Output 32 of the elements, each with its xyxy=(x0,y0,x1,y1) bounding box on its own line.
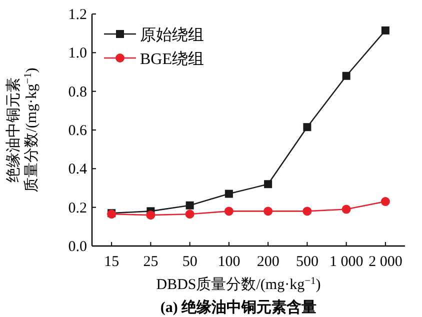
point xyxy=(264,206,273,216)
x-tick-label: 100 xyxy=(218,254,240,270)
x-tick-label: 500 xyxy=(296,254,318,270)
x-tick-label: 1 000 xyxy=(329,254,364,270)
point xyxy=(342,72,350,80)
legend-label: 原始绕组 xyxy=(140,26,204,44)
x-tick-label: 2 000 xyxy=(368,254,402,270)
point xyxy=(303,123,312,132)
x-tick-label: 50 xyxy=(182,254,198,270)
point xyxy=(224,190,233,198)
y-tick-label: 1.2 xyxy=(68,7,87,23)
y-tick-label: 0.0 xyxy=(68,239,87,255)
x-axis-title: DBDS质量分数/(mg·kg$^{−1}$) xyxy=(156,276,321,293)
point xyxy=(146,210,156,220)
point xyxy=(264,180,272,188)
y-tick-label: 1.0 xyxy=(68,46,87,62)
point xyxy=(302,206,312,216)
x-tick-label: 200 xyxy=(256,254,280,270)
point xyxy=(342,204,351,214)
legend-label: BGE绕组 xyxy=(140,50,204,68)
point xyxy=(380,197,390,206)
x-tick-label: 25 xyxy=(143,254,158,270)
text: (a) 绝缘油中铜元素含量 xyxy=(160,299,317,316)
y-tick-label: 0.6 xyxy=(68,123,88,139)
y-tick-label: 0.2 xyxy=(68,200,87,216)
y-tick-label: 0.8 xyxy=(68,84,87,100)
point xyxy=(224,206,234,216)
x-tick-label: 15 xyxy=(104,254,120,270)
y-tick-label: 0.4 xyxy=(68,162,88,178)
point xyxy=(185,210,194,219)
point xyxy=(186,201,194,210)
point xyxy=(381,26,390,34)
